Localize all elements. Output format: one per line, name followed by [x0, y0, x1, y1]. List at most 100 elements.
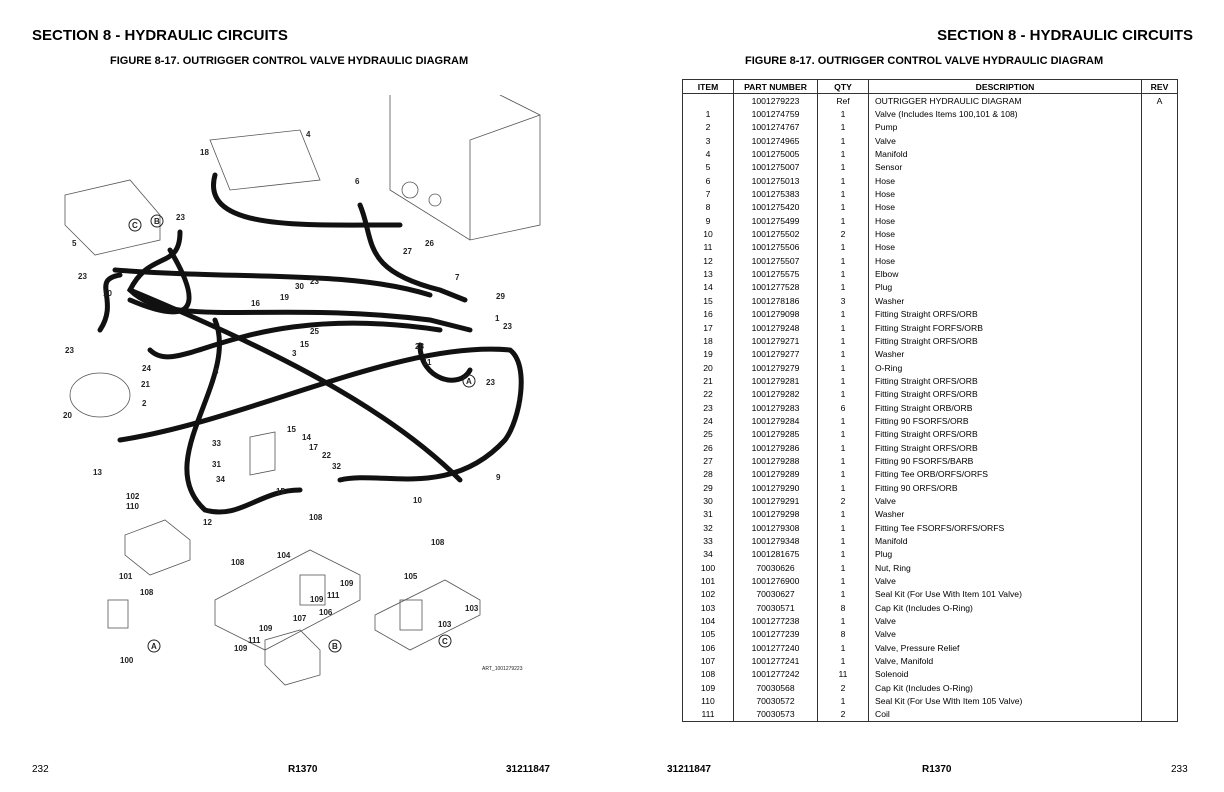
item-cell: 108	[682, 667, 734, 682]
figure-title-right: FIGURE 8-17. OUTRIGGER CONTROL VALVE HYD…	[745, 55, 1104, 67]
part-number-cell: 70030626	[733, 561, 818, 575]
table-row: 108 1001277242 11 Solenoid	[682, 667, 1178, 682]
item-cell: 101	[682, 574, 734, 588]
item-cell: 3	[682, 134, 734, 148]
table-row: 32 1001279308 1 Fitting Tee FSORFS/ORFS/ORF…	[682, 521, 1178, 535]
item-cell: 16	[682, 307, 734, 321]
qty-cell: 1	[817, 160, 869, 175]
qty-cell: 1	[817, 134, 869, 148]
table-row: 17 1001279248 1 Fitting Straight FORFS/ORB	[682, 320, 1178, 335]
callout-label: 108	[431, 538, 445, 547]
rev-cell	[1141, 200, 1178, 215]
rev-cell	[1141, 694, 1178, 708]
callout-label: 30	[295, 282, 304, 291]
qty-cell: 1	[817, 120, 869, 135]
rev-cell	[1141, 480, 1178, 495]
item-cell	[682, 93, 734, 108]
figure-title-left: FIGURE 8-17. OUTRIGGER CONTROL VALVE HYD…	[110, 55, 469, 67]
description-cell: Fitting Tee FSORFS/ORFS/ORFS	[868, 521, 1142, 535]
rev-cell	[1141, 400, 1178, 415]
description-cell: Valve	[868, 627, 1142, 642]
item-cell: 111	[682, 707, 734, 723]
callout-label: C	[132, 221, 138, 230]
col-description: DESCRIPTION	[868, 79, 1142, 94]
table-row: 15 1001278186 3 Washer	[682, 294, 1178, 308]
qty-cell: 1	[817, 280, 869, 295]
item-cell: 31	[682, 507, 734, 521]
table-row: 107 1001277241 1 Valve, Manifold	[682, 654, 1178, 668]
part-number-cell: 1001274767	[733, 120, 818, 135]
description-cell: Valve (Includes Items 100,101 & 108)	[868, 107, 1142, 121]
part-number-cell: 1001279284	[733, 414, 818, 428]
qty-cell: 1	[817, 334, 869, 348]
part-number-cell: 1001279348	[733, 534, 818, 548]
rev-cell	[1141, 667, 1178, 682]
callout-circle	[328, 639, 342, 653]
art-id-label: ART_1001279223	[482, 666, 523, 672]
callout-circle	[150, 214, 164, 228]
rev-cell	[1141, 614, 1178, 628]
item-cell: 110	[682, 694, 734, 708]
part-number-cell: 1001275013	[733, 174, 818, 188]
callout-label: 108	[231, 558, 245, 567]
qty-cell: 1	[817, 534, 869, 548]
footer-doc-right: 31211847	[667, 764, 711, 775]
rev-cell	[1141, 147, 1178, 161]
callout-label: 22	[322, 451, 331, 460]
callout-label: 102	[126, 492, 140, 501]
callout-label: 25	[310, 327, 319, 336]
table-row: 31 1001279298 1 Washer	[682, 507, 1178, 521]
part-number-cell: 1001274965	[733, 134, 818, 148]
callout-label: 14	[302, 433, 311, 442]
table-row: 23 1001279283 6 Fitting Straight ORB/ORB	[682, 400, 1178, 415]
description-cell: Valve	[868, 574, 1142, 588]
item-cell: 12	[682, 254, 734, 268]
item-cell: 23	[682, 400, 734, 415]
description-cell: OUTRIGGER HYDRAULIC DIAGRAM	[868, 93, 1142, 108]
table-row: 1 1001274759 1 Valve (Includes Items 100,10…	[682, 107, 1178, 121]
col-qty: QTY	[817, 79, 869, 94]
item-cell: 28	[682, 467, 734, 481]
part-number-cell: 1001275383	[733, 187, 818, 201]
description-cell: Hose	[868, 174, 1142, 188]
callout-label: 26	[425, 239, 434, 248]
item-cell: 22	[682, 387, 734, 401]
table-row: 103 70030571 8 Cap Kit (Includes O-Ring)	[682, 601, 1178, 615]
callout-label: 31	[212, 460, 221, 469]
part-number-cell: 1001274759	[733, 107, 818, 121]
rev-cell	[1141, 534, 1178, 548]
item-cell: 11	[682, 240, 734, 255]
table-row: 22 1001279282 1 Fitting Straight ORFS/ORB	[682, 387, 1178, 401]
part-number-cell: 1001275420	[733, 200, 818, 215]
description-cell: Manifold	[868, 534, 1142, 548]
rev-cell	[1141, 681, 1178, 695]
rev-cell	[1141, 547, 1178, 562]
table-row: 34 1001281675 1 Plug	[682, 547, 1178, 562]
qty-cell: 1	[817, 374, 869, 388]
table-row: 24 1001279284 1 Fitting 90 FSORFS/ORB	[682, 414, 1178, 428]
item-cell: 32	[682, 521, 734, 535]
item-cell: 34	[682, 547, 734, 562]
qty-cell: 1	[817, 614, 869, 628]
part-number-cell: 1001279281	[733, 374, 818, 388]
part-number-cell: 1001279098	[733, 307, 818, 321]
callout-label: 12	[203, 518, 212, 527]
description-cell: Fitting Tee ORB/ORFS/ORFS	[868, 467, 1142, 481]
qty-cell: 1	[817, 654, 869, 668]
qty-cell: 1	[817, 427, 869, 441]
callout-label: 17	[309, 443, 318, 452]
description-cell: Hose	[868, 227, 1142, 241]
callout-label: 28	[415, 342, 424, 351]
item-cell: 30	[682, 494, 734, 508]
item-cell: 25	[682, 427, 734, 441]
qty-cell: 2	[817, 681, 869, 695]
part-number-cell: 1001275506	[733, 240, 818, 255]
callout-label: 20	[63, 411, 72, 420]
rev-cell	[1141, 160, 1178, 175]
rev-cell	[1141, 107, 1178, 121]
table-row: 27 1001279288 1 Fitting 90 FSORFS/BARB	[682, 454, 1178, 468]
rev-cell	[1141, 561, 1178, 575]
rev-cell	[1141, 627, 1178, 642]
part-number-cell: 1001277242	[733, 667, 818, 682]
